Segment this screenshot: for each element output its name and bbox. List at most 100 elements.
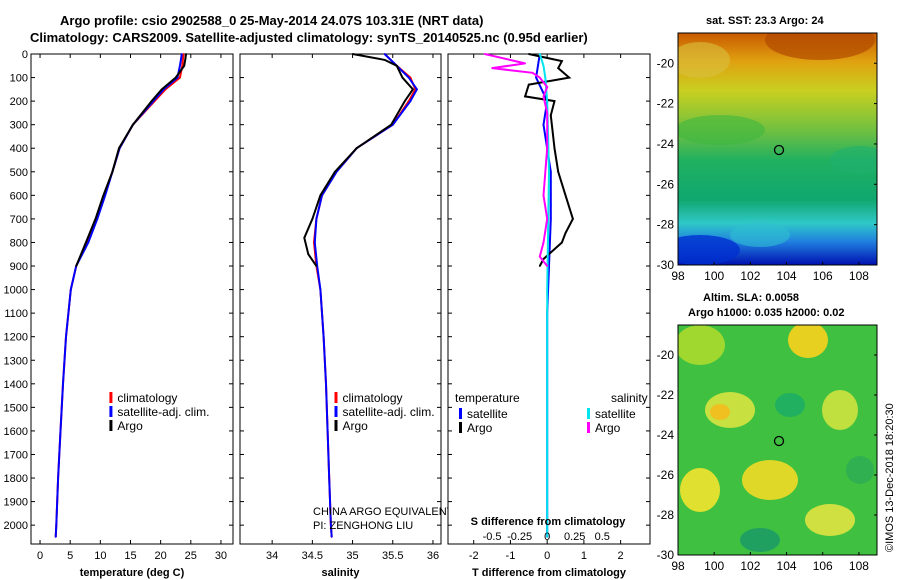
data-point	[390, 123, 393, 126]
temperature-panel: 0100200300400500600700800900100011001200…	[4, 49, 234, 579]
data-point	[351, 53, 354, 55]
data-point	[561, 241, 563, 244]
legend-swatch	[587, 422, 590, 433]
data-point	[111, 170, 114, 173]
header-line-2: Climatology: CARS2009. Satellite-adjuste…	[30, 30, 588, 45]
difference-panel: -2 -1 0 1 2 T difference from climatology temp…	[447, 53, 651, 579]
legend-label: Argo	[595, 421, 621, 435]
data-point	[326, 430, 329, 432]
data-point	[546, 406, 549, 409]
x-tick-label: -1	[506, 550, 516, 562]
data-point	[183, 64, 186, 67]
data-point	[180, 53, 183, 55]
map-y-tick-label: -24	[657, 137, 675, 151]
map-x-tick-label: 102	[740, 269, 760, 283]
map-x-tick-label: 104	[777, 559, 797, 573]
y-tick-label: 100	[10, 73, 28, 85]
data-point	[59, 430, 62, 432]
map-y-tick-label: -28	[657, 218, 675, 232]
y-tick-label: 1300	[4, 355, 28, 367]
data-point	[355, 147, 358, 150]
data-point	[401, 76, 404, 79]
data-point	[185, 53, 187, 55]
map-y-tick-label: -20	[657, 348, 675, 362]
data-point	[549, 218, 552, 220]
data-point	[334, 170, 336, 173]
legend-swatch	[334, 406, 338, 417]
header-line-1: Argo profile: csio 2902588_0 25-May-2014…	[60, 13, 483, 28]
legend-label: Argo	[117, 419, 143, 433]
y-tick-label: 1000	[4, 285, 28, 297]
y-tick-label: 1800	[4, 473, 28, 485]
series-line-argo	[303, 53, 415, 267]
data-point	[572, 218, 574, 220]
data-point	[412, 88, 414, 91]
x-tick-label: 20	[155, 550, 167, 562]
secondary-axis-label: S difference from climatology	[471, 516, 627, 528]
legend-label: satellite-adj. clim.	[117, 405, 209, 419]
data-point	[62, 382, 64, 385]
legend-label: satellite	[595, 407, 636, 421]
data-point	[557, 170, 560, 173]
y-tick-label: 1500	[4, 402, 28, 414]
legend-label: climatology	[117, 391, 177, 405]
data-point	[538, 265, 541, 267]
data-point	[546, 112, 549, 114]
data-point	[75, 265, 78, 267]
legend-swatch	[109, 406, 113, 417]
y-tick-label: 1700	[4, 449, 28, 461]
series-line-salinity-argo	[484, 53, 549, 267]
map-y-tick-label: -22	[657, 97, 675, 111]
y-tick-label: 800	[10, 237, 28, 249]
plot-frame	[447, 53, 651, 545]
data-point	[561, 60, 563, 62]
y-tick-label: 700	[10, 214, 28, 226]
data-point	[524, 95, 526, 98]
data-point	[319, 194, 322, 197]
data-point	[527, 53, 530, 55]
data-point	[315, 265, 318, 267]
data-point	[179, 64, 181, 67]
series-line-satellite-adj-clim-	[54, 53, 183, 537]
data-point	[330, 524, 332, 527]
x-tick-label: 25	[185, 550, 197, 562]
map-x-tick-label: 98	[671, 559, 685, 573]
data-point	[315, 218, 318, 220]
map-y-tick-label: -30	[657, 548, 675, 562]
x-axis-label: T difference from climatology	[472, 567, 627, 579]
data-point	[553, 147, 556, 150]
data-point	[174, 76, 177, 79]
data-point	[549, 114, 552, 117]
y-tick-label: 0	[22, 49, 28, 61]
data-point	[383, 53, 386, 55]
sst-map: sat. SST: 23.3 Argo: 24 98 100 102 104 106 10…	[657, 15, 878, 283]
data-point	[546, 147, 549, 150]
data-point	[564, 232, 567, 234]
map-y-tick-label: -26	[657, 468, 675, 482]
data-point	[313, 241, 316, 244]
x-tick-label: 0	[544, 550, 550, 562]
data-point	[150, 100, 153, 102]
data-point	[96, 218, 99, 220]
map-x-tick-label: 102	[740, 559, 760, 573]
data-point	[491, 67, 493, 69]
legend-label: satellite-adj. clim.	[343, 405, 435, 419]
sla-title-1: Altim. SLA: 0.0058	[703, 292, 799, 304]
sst-argo-marker	[773, 144, 785, 156]
data-point	[330, 536, 333, 538]
data-point	[546, 86, 549, 88]
data-point	[538, 76, 541, 79]
x-tick-label: -2	[469, 550, 479, 562]
y-tick-label: 1100	[4, 308, 28, 320]
data-point	[184, 57, 187, 60]
data-point	[104, 194, 107, 197]
map-x-tick-label: 98	[671, 269, 685, 283]
data-point	[538, 255, 541, 258]
data-point	[546, 100, 549, 102]
data-point	[524, 62, 526, 65]
data-point	[416, 88, 418, 91]
data-point	[548, 170, 550, 173]
legend-label: Argo	[343, 419, 369, 433]
data-point	[538, 53, 541, 55]
